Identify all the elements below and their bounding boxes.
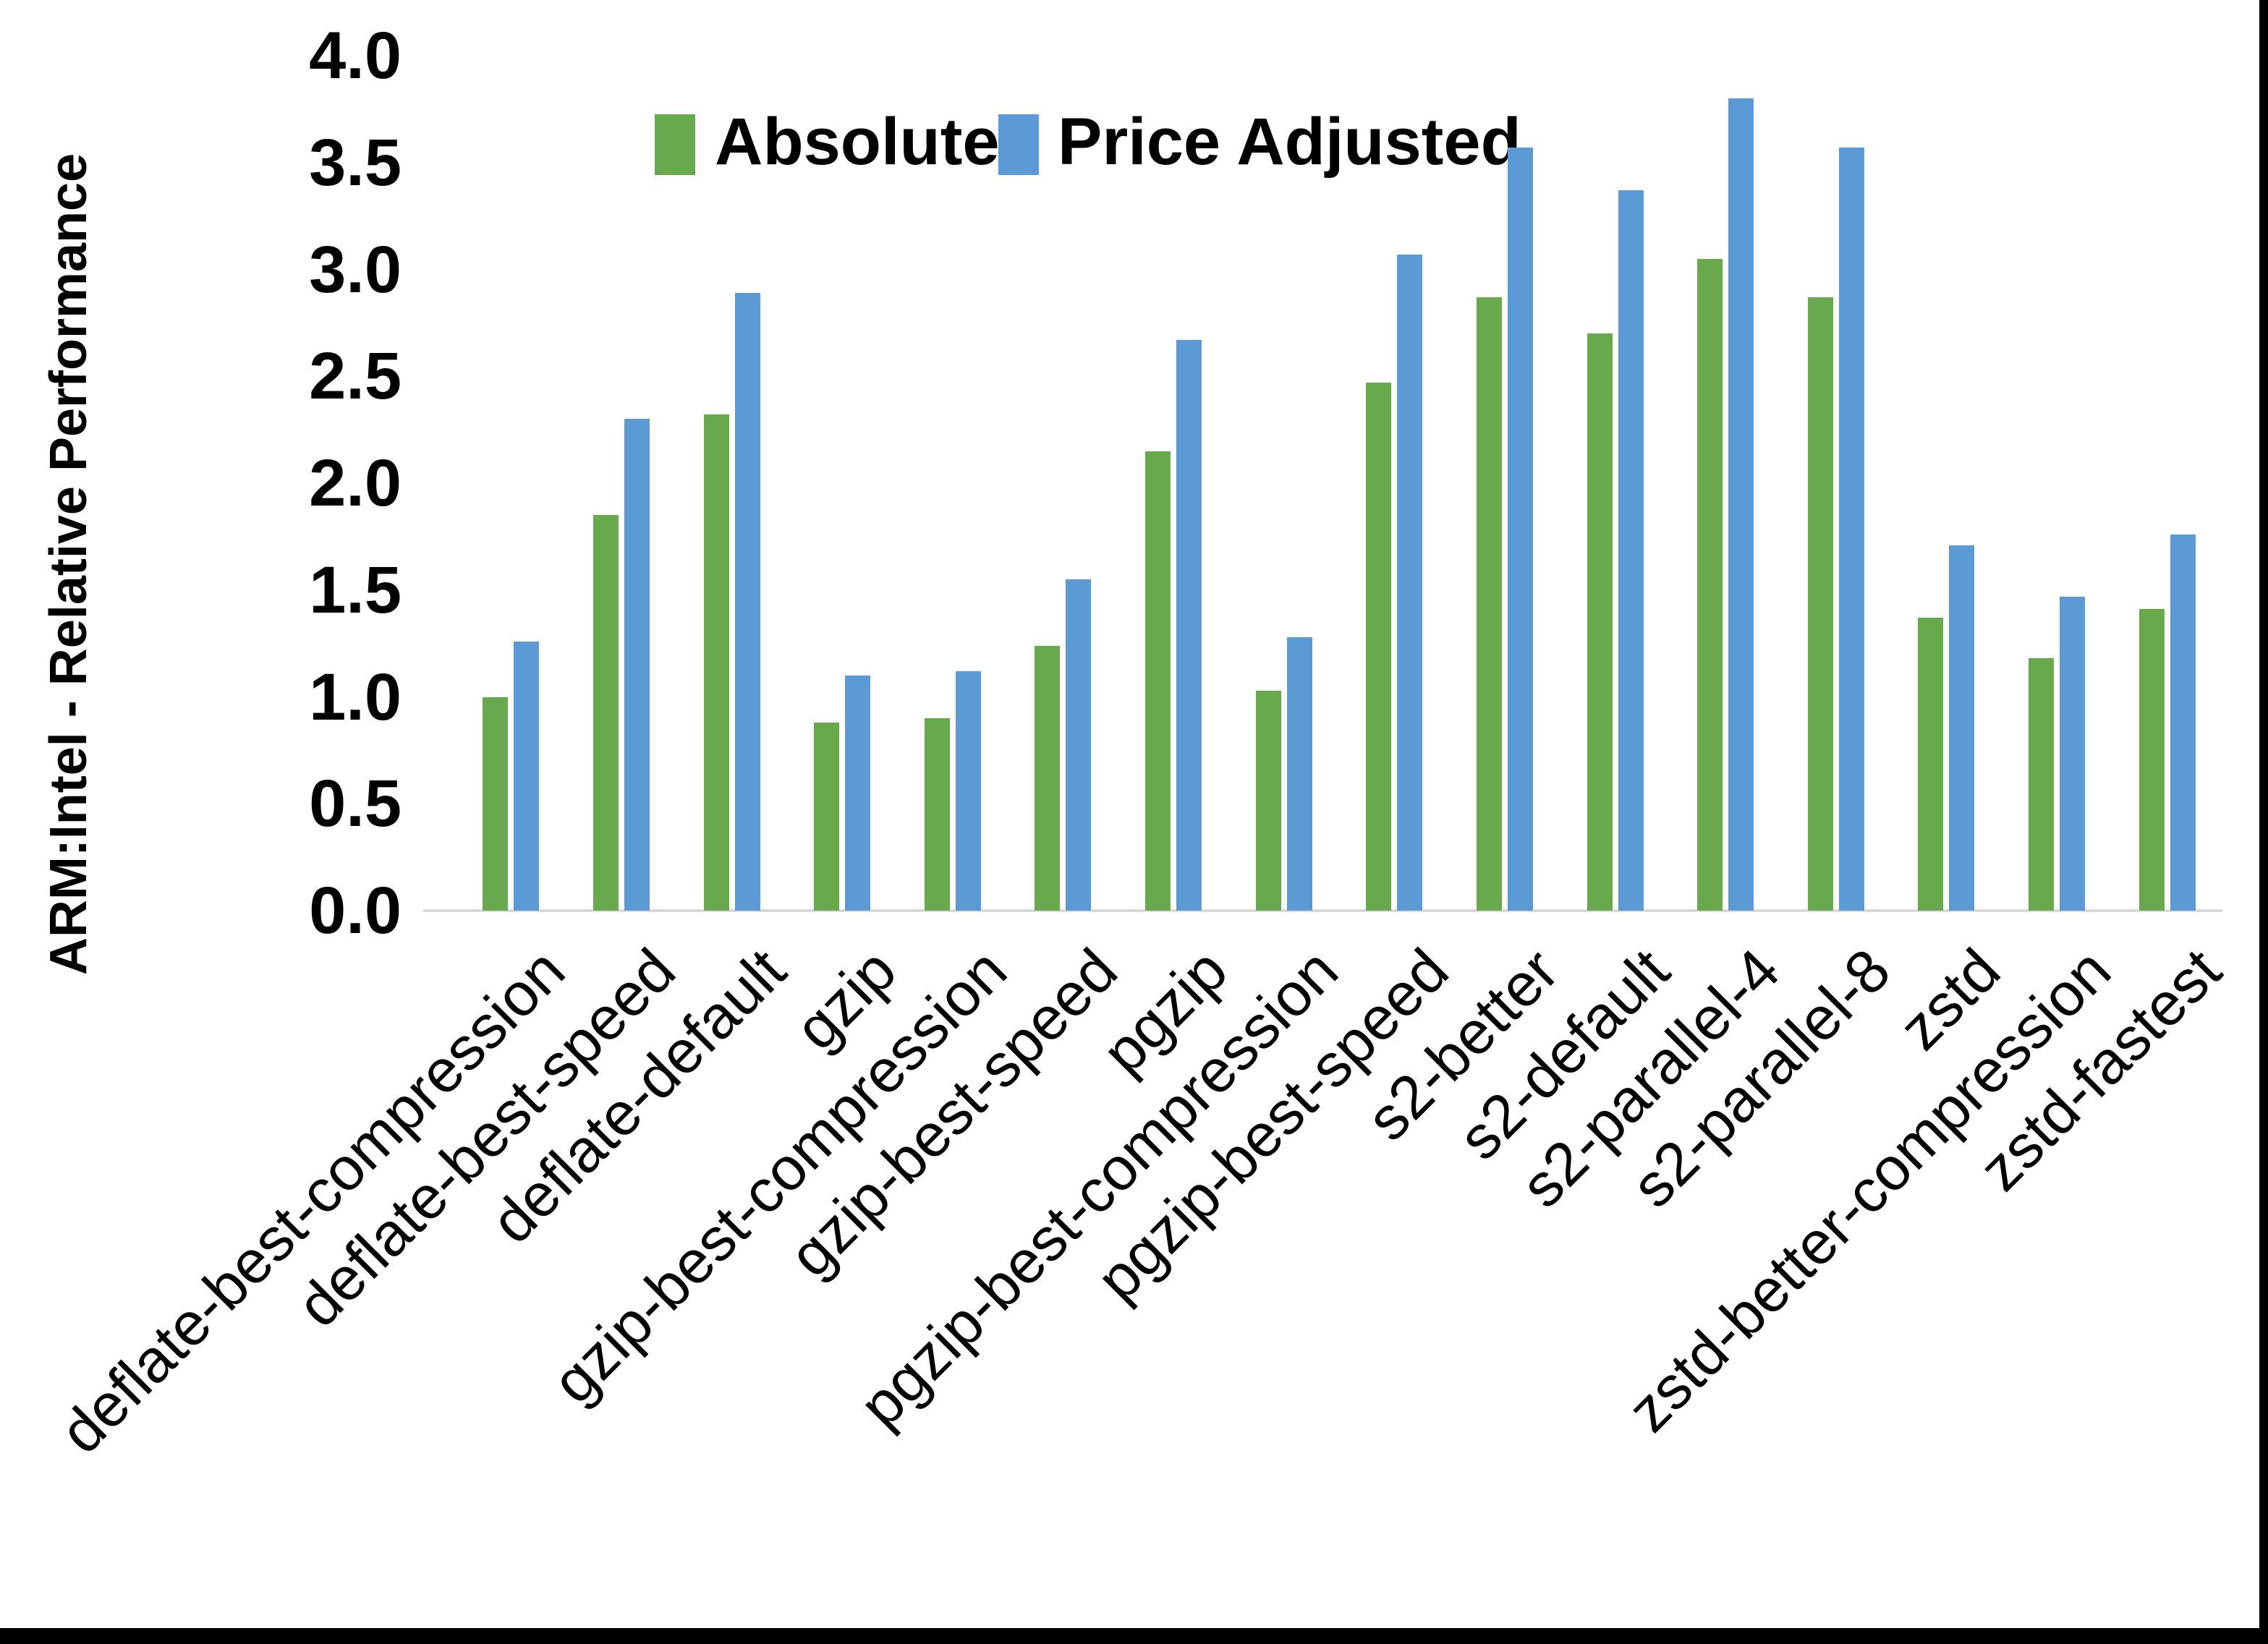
bar-group-zstd-fastest [2112,56,2222,911]
bar-price-adjusted-gzip-best-compression [955,671,981,911]
plot-area [456,56,2222,911]
bar-group-pgzip [1118,56,1229,911]
bar-group-zstd-better-compression [2002,56,2112,911]
bar-price-adjusted-gzip-best-speed [1066,579,1092,911]
bar-price-adjusted-pgzip-best-compression [1286,636,1312,911]
bar-absolute-gzip [814,722,840,911]
bar-group-s2-parallel-4 [1670,56,1781,911]
bar-price-adjusted-zstd-better-compression [2060,596,2086,911]
y-tick-label-2.0: 2.0 [309,446,402,520]
bar-group-zstd [1891,56,2002,911]
y-tick-label-2.5: 2.5 [309,339,402,414]
y-tick-label-3.0: 3.0 [309,232,402,307]
y-tick-label-1.0: 1.0 [309,660,402,734]
bar-price-adjusted-deflate-best-speed [624,419,650,911]
legend-label-price-adjusted: Price Adjusted [1058,105,1521,179]
y-tick-label-3.5: 3.5 [309,125,402,200]
x-axis-line [423,909,2222,912]
legend-label-absolute: Absolute [715,105,1000,179]
bar-price-adjusted-s2-better [1507,148,1533,911]
bar-group-s2-better [1450,56,1560,911]
bar-absolute-zstd [1918,618,1944,911]
y-tick-label-1.5: 1.5 [309,553,402,627]
bar-absolute-deflate-best-compression [483,697,509,911]
bar-price-adjusted-pgzip [1176,340,1202,911]
bar-group-s2-default [1560,56,1670,911]
bar-group-pgzip-best-compression [1228,56,1339,911]
legend-swatch-absolute [655,114,695,175]
bar-price-adjusted-pgzip-best-speed [1397,254,1423,911]
bar-price-adjusted-zstd-fastest [2170,534,2196,911]
bar-absolute-pgzip-best-compression [1255,690,1281,911]
bar-price-adjusted-zstd [1949,545,1975,911]
bar-price-adjusted-deflate-best-compression [514,641,540,911]
bar-group-pgzip-best-speed [1339,56,1450,911]
y-tick-label-0.0: 0.0 [309,874,402,947]
bar-absolute-s2-parallel-4 [1697,258,1723,911]
y-axis-title: ARM:Intel - Relative Performance [40,153,98,976]
bar-price-adjusted-s2-parallel-8 [1838,148,1864,911]
right-frame-border [2259,0,2268,1644]
bar-group-gzip [787,56,898,911]
bar-group-deflate-best-speed [566,56,677,911]
bar-group-gzip-best-compression [898,56,1008,911]
bar-absolute-deflate-default [703,414,729,911]
bar-group-deflate-best-compression [456,56,566,911]
bar-absolute-s2-parallel-8 [1807,297,1833,911]
bar-absolute-gzip-best-speed [1035,645,1061,911]
bar-absolute-pgzip [1145,451,1171,911]
bar-absolute-deflate-best-speed [593,515,619,911]
bar-absolute-gzip-best-compression [924,718,950,911]
bar-price-adjusted-s2-default [1618,190,1644,911]
bar-group-deflate-default [676,56,787,911]
bar-absolute-s2-default [1587,333,1613,911]
bar-price-adjusted-gzip [845,675,871,911]
bar-price-adjusted-s2-parallel-4 [1728,98,1754,911]
bar-absolute-zstd-fastest [2139,609,2165,911]
bar-group-gzip-best-speed [1008,56,1118,911]
legend-swatch-price-adjusted [998,114,1039,175]
y-tick-label-0.5: 0.5 [309,767,402,841]
bar-absolute-pgzip-best-speed [1366,383,1392,911]
bar-price-adjusted-deflate-default [734,293,760,911]
bar-absolute-zstd-better-compression [2029,658,2055,911]
bottom-frame-border [0,1628,2268,1644]
bar-group-s2-parallel-8 [1781,56,1892,911]
bar-absolute-s2-better [1476,297,1502,911]
y-tick-label-4.0: 4.0 [309,19,402,93]
